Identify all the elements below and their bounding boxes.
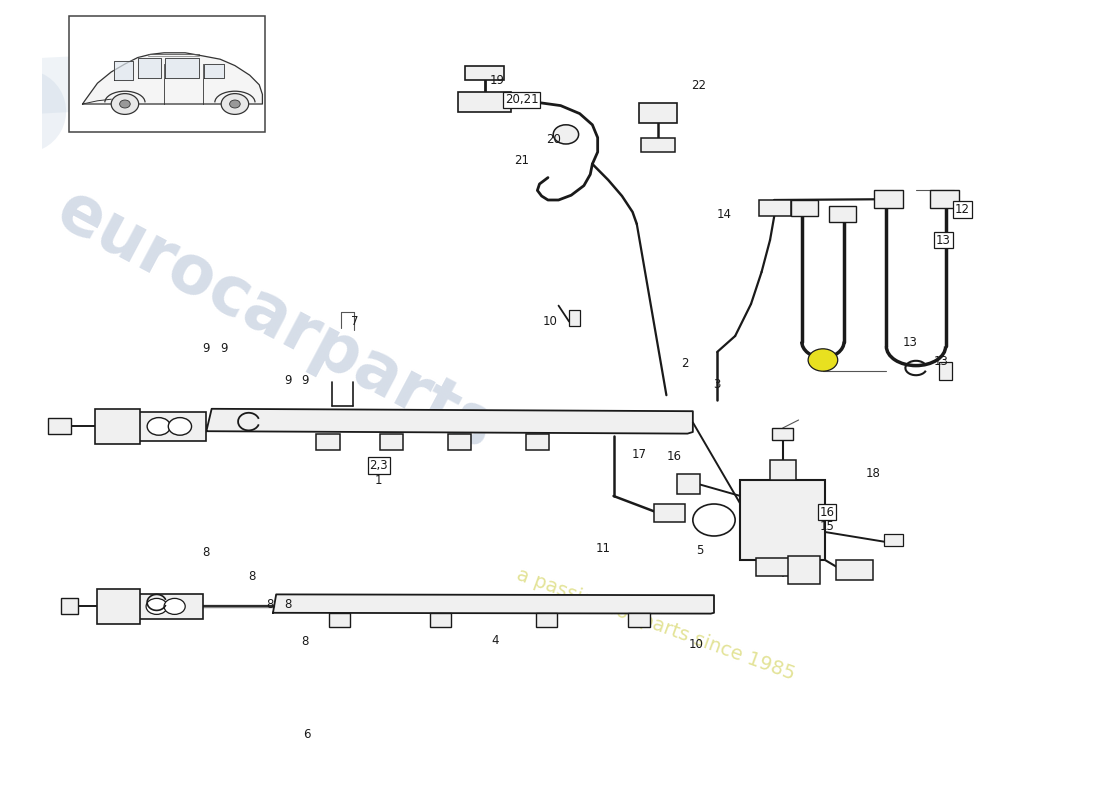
Text: 8: 8 xyxy=(284,598,292,610)
Polygon shape xyxy=(82,53,263,104)
Polygon shape xyxy=(138,58,161,78)
Text: 8: 8 xyxy=(249,570,255,582)
Text: eurocarparts: eurocarparts xyxy=(45,177,505,463)
Bar xyxy=(96,409,140,444)
Bar xyxy=(317,434,340,450)
Bar xyxy=(47,418,72,434)
Text: 8: 8 xyxy=(202,546,210,558)
Text: 16: 16 xyxy=(667,450,681,462)
Text: 5: 5 xyxy=(696,544,704,557)
Text: 9: 9 xyxy=(202,342,210,354)
Text: 13: 13 xyxy=(934,355,949,368)
Text: 7: 7 xyxy=(351,315,359,328)
Bar xyxy=(757,558,810,576)
Polygon shape xyxy=(205,64,224,78)
Text: 22: 22 xyxy=(691,79,705,92)
Text: 13: 13 xyxy=(902,336,917,349)
Circle shape xyxy=(553,125,579,144)
Text: 12: 12 xyxy=(955,203,970,216)
Bar xyxy=(770,460,796,480)
Polygon shape xyxy=(165,58,199,78)
Text: 10: 10 xyxy=(542,315,558,328)
Text: 15: 15 xyxy=(820,520,835,533)
Text: 8: 8 xyxy=(301,635,308,648)
Text: 20,21: 20,21 xyxy=(505,94,538,106)
Text: a passion for parts since 1985: a passion for parts since 1985 xyxy=(514,565,798,683)
Text: 16: 16 xyxy=(820,506,835,518)
Polygon shape xyxy=(114,61,133,80)
Bar xyxy=(458,92,510,112)
Bar xyxy=(653,504,685,522)
Bar xyxy=(788,556,820,584)
Text: 10: 10 xyxy=(689,638,704,650)
Bar xyxy=(98,589,140,624)
Bar xyxy=(526,434,549,450)
Polygon shape xyxy=(207,409,693,434)
Circle shape xyxy=(221,94,249,114)
Text: 11: 11 xyxy=(595,542,610,554)
Text: 9: 9 xyxy=(221,342,228,354)
Text: 13: 13 xyxy=(936,234,950,246)
Circle shape xyxy=(120,100,130,108)
Text: 2,3: 2,3 xyxy=(370,459,388,472)
Text: 2: 2 xyxy=(681,358,689,370)
Bar xyxy=(676,474,701,494)
Polygon shape xyxy=(273,594,714,614)
Bar xyxy=(759,200,791,216)
Bar xyxy=(930,190,959,208)
Bar xyxy=(138,412,207,441)
Text: 17: 17 xyxy=(631,448,647,461)
Bar xyxy=(836,560,872,580)
Circle shape xyxy=(168,418,191,435)
Bar xyxy=(62,598,78,614)
Bar xyxy=(329,613,350,627)
Bar xyxy=(430,613,451,627)
Bar xyxy=(829,206,856,222)
Circle shape xyxy=(808,349,838,371)
Text: 1: 1 xyxy=(375,474,383,486)
Circle shape xyxy=(164,598,185,614)
Bar xyxy=(379,434,403,450)
Circle shape xyxy=(111,94,139,114)
Circle shape xyxy=(230,100,240,108)
Text: 9: 9 xyxy=(284,374,292,386)
Bar xyxy=(628,613,650,627)
Text: 20: 20 xyxy=(546,133,561,146)
Bar xyxy=(138,594,204,619)
Text: 18: 18 xyxy=(866,467,880,480)
Bar xyxy=(791,200,817,216)
Bar xyxy=(873,190,903,208)
Circle shape xyxy=(693,504,735,536)
Bar xyxy=(641,138,675,152)
Text: 3: 3 xyxy=(714,378,720,390)
Text: 21: 21 xyxy=(514,154,529,166)
Bar xyxy=(448,434,471,450)
Text: 6: 6 xyxy=(304,728,310,741)
Text: 14: 14 xyxy=(717,208,733,221)
Bar xyxy=(536,613,557,627)
Bar xyxy=(569,310,580,326)
Circle shape xyxy=(147,418,170,435)
Bar xyxy=(939,362,952,380)
Bar xyxy=(772,428,793,440)
Bar xyxy=(69,16,264,132)
Bar xyxy=(465,66,504,80)
Text: 19: 19 xyxy=(490,74,505,86)
Text: 4: 4 xyxy=(492,634,498,646)
Circle shape xyxy=(146,598,167,614)
Text: 9: 9 xyxy=(301,374,308,386)
Bar xyxy=(884,534,903,546)
Text: 8: 8 xyxy=(266,598,274,610)
Bar xyxy=(639,103,676,123)
Bar xyxy=(740,480,825,560)
